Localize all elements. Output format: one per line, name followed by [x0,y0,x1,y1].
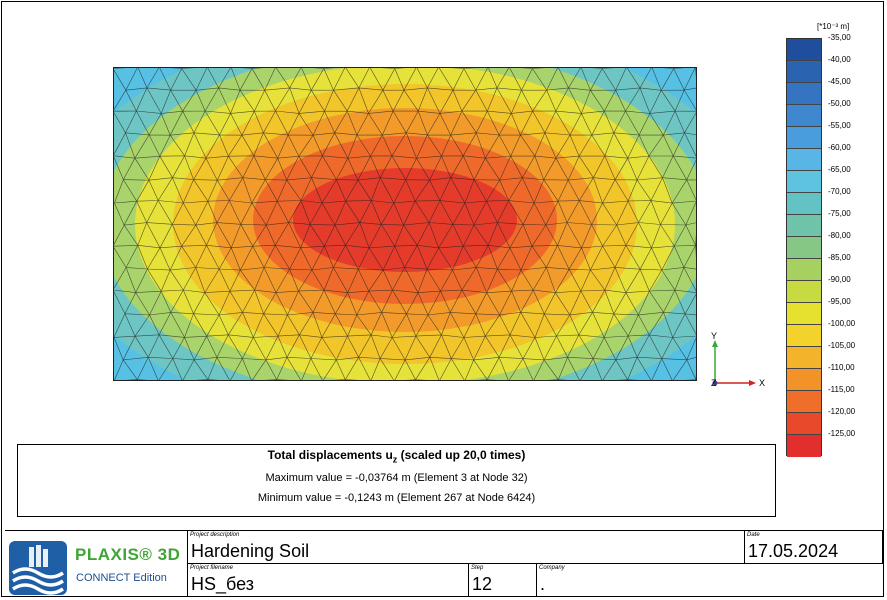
result-title-rest: (scaled up 20,0 times) [397,448,526,462]
company-value: . [540,574,546,594]
displacement-contour-plot[interactable] [113,67,697,381]
legend-swatch [787,61,821,83]
legend-tick-label: -120,00 [828,407,856,416]
legend-swatch [787,303,821,325]
project-description-value: Hardening Soil [191,541,310,561]
legend-swatch [787,237,821,259]
step-value: 12 [472,574,493,594]
step-cell: Step 12 [469,564,537,597]
project-description-label: Project description [190,532,240,538]
legend-tick-label: -85,00 [828,253,851,262]
legend-swatch [787,149,821,171]
x-axis-arrowhead [749,380,756,386]
date-cell: Date 17.05.2024 [745,531,883,564]
result-title: Total displacements uz (scaled up 20,0 t… [18,448,775,464]
maximum-value-line: Maximum value = -0,03764 m (Element 3 at… [265,472,528,485]
legend-tick-label: -95,00 [828,297,851,306]
legend-tick-label: -110,00 [828,363,855,372]
date-label: Date [747,532,760,538]
legend-tick-label: -45,00 [828,77,851,86]
project-description-cell: Project description Hardening Soil [188,531,745,564]
legend-swatch [787,193,821,215]
mesh-boundary [113,67,697,381]
axes-triad-svg [712,340,756,386]
legend-tick-label: -125,00 [828,429,856,438]
contour-band [293,168,517,272]
legend-swatch [787,171,821,193]
legend-tick-label: -90,00 [828,275,851,284]
company-label: Company [539,565,565,571]
legend-swatch [787,281,821,303]
plaxis-logo-area: PLAXIS® 3D CONNECT Edition [5,531,188,597]
legend-swatch [787,127,821,149]
legend-tick-label: -75,00 [828,209,851,218]
legend-swatch [787,215,821,237]
legend-swatch [787,347,821,369]
legend-tick-label: -105,00 [828,341,856,350]
legend-swatch [787,105,821,127]
project-filename-label: Project filename [190,565,234,571]
legend-swatch [787,83,821,105]
legend-swatch [787,259,821,281]
legend-tick-label: -80,00 [828,231,851,240]
title-block: PLAXIS® 3D CONNECT Edition Project descr… [5,530,883,597]
legend-swatch [787,413,821,435]
plaxis-logo-icon [9,541,67,595]
result-info-box: Total displacements uz (scaled up 20,0 t… [17,444,776,517]
project-filename-value: HS_без [191,574,254,594]
result-title-subscript: z [392,454,398,465]
company-cell: Company . [537,564,883,597]
y-axis-arrowhead [712,340,718,347]
legend-tick-label: -70,00 [828,187,851,196]
axes-triad: Y Z X [700,330,780,392]
legend-tick-label: -40,00 [828,55,851,64]
legend-color-bar [786,38,822,457]
project-filename-cell: Project filename HS_без [188,564,469,597]
date-value: 17.05.2024 [748,541,839,561]
legend-tick-label: -55,00 [828,121,851,130]
z-axis-marker [712,380,718,386]
legend-tick-label: -60,00 [828,143,851,152]
legend-tick-label: -65,00 [828,165,851,174]
legend-unit: [*10⁻³ m] [817,22,850,31]
result-title-main: Total displacements u [267,448,393,462]
legend-tick-label: -100,00 [828,319,856,328]
legend-swatch [787,435,821,457]
legend-swatch [787,369,821,391]
x-axis-label: X [759,378,766,388]
brand-edition: CONNECT Edition [76,572,167,584]
minimum-value-line: Minimum value = -0,1243 m (Element 267 a… [257,492,536,505]
legend-tick-label: -50,00 [828,99,851,108]
legend-swatch [787,325,821,347]
contour-mesh-svg [113,67,697,381]
brand-name: PLAXIS® 3D [75,545,181,564]
y-axis-label: Y [711,331,718,341]
legend-tick-label: -115,00 [828,385,855,394]
legend-tick-label: -35,00 [828,33,851,42]
legend-swatch [787,391,821,413]
color-legend: [*10⁻³ m] -35,00 -40,00 -45,00 -50,00 -55,00… [784,22,884,457]
step-label: Step [471,565,484,571]
legend-swatch [787,39,821,61]
z-axis-label: Z [711,378,717,388]
